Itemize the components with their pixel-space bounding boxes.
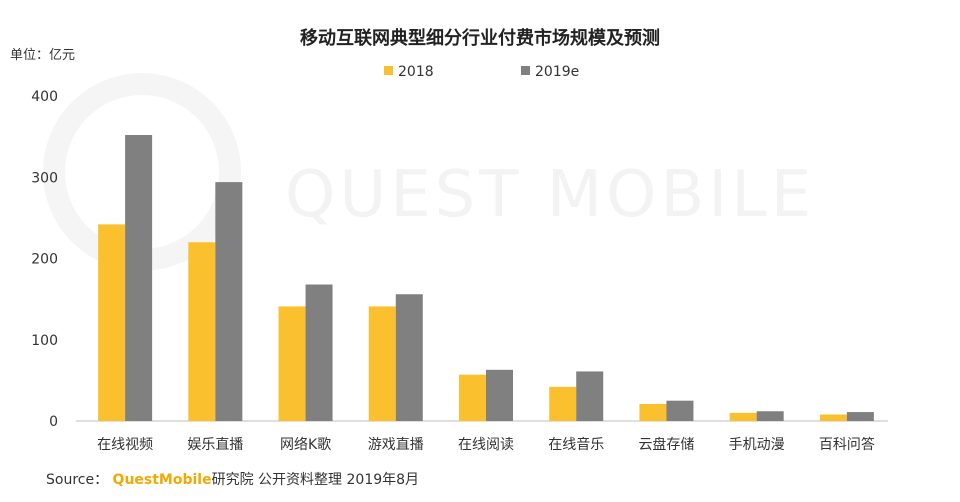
chart-title: 移动互联网典型细分行业付费市场规模及预测 xyxy=(300,27,660,49)
y-tick-label: 0 xyxy=(49,414,58,430)
bar-2019e-6 xyxy=(576,371,604,421)
bar-2018-2 xyxy=(188,242,216,421)
bar-2019e-2 xyxy=(215,182,243,421)
bar-2019e-4 xyxy=(395,294,423,421)
bar-2018-5 xyxy=(459,374,486,421)
unit-label: 单位：亿元 xyxy=(10,48,75,63)
y-tick-label: 100 xyxy=(31,333,58,349)
legend-label-2019e: 2019e xyxy=(535,64,579,80)
x-tick-label: 云盘存储 xyxy=(638,436,694,453)
bar-2019e-5 xyxy=(486,369,513,421)
bar-2019e-9 xyxy=(846,412,874,421)
y-tick-label: 200 xyxy=(31,252,58,268)
legend: 2018 2019e xyxy=(384,64,579,80)
bars xyxy=(98,135,874,421)
x-tick-label: 网络K歌 xyxy=(280,437,331,453)
y-tick-label: 300 xyxy=(31,170,58,186)
watermark-text: QUEST MOBILE xyxy=(285,158,815,232)
bar-2019e-1 xyxy=(125,135,153,421)
legend-swatch-2019e xyxy=(521,66,530,75)
x-tick-label: 游戏直播 xyxy=(368,436,424,453)
watermark: QUEST MOBILE xyxy=(43,73,815,271)
x-tick-label: 娱乐直播 xyxy=(187,436,243,453)
source-prefix: Source： xyxy=(46,472,109,488)
source-brand: QuestMobile xyxy=(112,472,212,488)
source-text: 研究院 公开资料整理 2019年8月 xyxy=(211,472,420,488)
bar-2018-1 xyxy=(98,224,126,421)
legend-swatch-2018 xyxy=(384,66,393,75)
x-tick-label: 在线音乐 xyxy=(548,436,604,453)
bar-2018-9 xyxy=(819,414,847,421)
x-axis: 在线视频 娱乐直播 网络K歌 游戏直播 在线阅读 在线音乐 云盘存储 手机动漫 百科问答 xyxy=(97,436,875,453)
y-axis: 0 100 200 300 400 xyxy=(31,89,58,430)
bar-2018-6 xyxy=(549,386,577,421)
bar-2018-4 xyxy=(368,306,396,421)
y-tick-label: 400 xyxy=(31,89,58,105)
bar-2019e-7 xyxy=(666,400,694,421)
bar-2019e-8 xyxy=(756,411,784,421)
legend-label-2018: 2018 xyxy=(398,64,434,80)
bar-2018-7 xyxy=(639,403,667,421)
x-tick-label: 在线视频 xyxy=(97,437,153,453)
source-note: Source： QuestMobile研究院 公开资料整理 2019年8月 xyxy=(46,469,419,489)
x-tick-label: 在线阅读 xyxy=(458,436,514,453)
x-tick-label: 百科问答 xyxy=(819,436,875,453)
bar-2018-3 xyxy=(278,306,306,421)
bar-2019e-3 xyxy=(305,284,333,421)
bar-2018-8 xyxy=(729,412,757,421)
x-tick-label: 手机动漫 xyxy=(729,437,785,453)
